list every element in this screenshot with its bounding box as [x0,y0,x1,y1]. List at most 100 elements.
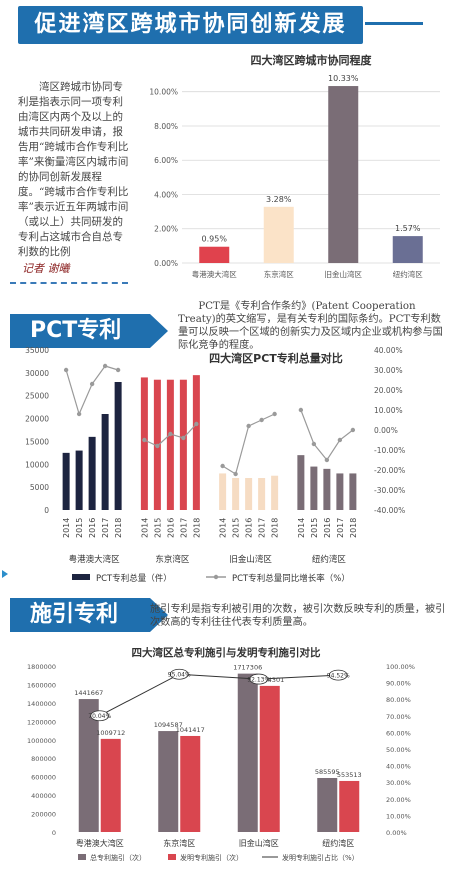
data-label: 0.95% [202,235,228,244]
section-title-pct: PCT专利 [10,314,150,348]
divider [10,282,128,286]
bar [232,478,240,510]
x-tick-label: 2016 [245,518,254,538]
bar [166,379,174,510]
y-tick-label-left: 600000 [31,774,56,782]
data-label: 94.52% [327,673,350,680]
banner-arrow [150,314,168,348]
line-point [63,367,69,373]
series-line [222,413,275,475]
bar [114,382,122,510]
y-tick-label: 4.00% [154,190,178,199]
x-tick-label: 东京湾区 [264,269,294,279]
x-tick-label: 2016 [88,518,97,538]
y-tick-label-right: 30.00% [386,779,411,787]
y-tick-label-right: -30.00% [374,486,405,495]
x-tick-label: 2014 [62,518,71,538]
y-tick-label-right: -20.00% [374,466,405,475]
page-title: 促进湾区跨城市协同创新发展 [18,6,423,44]
bar [297,455,305,510]
y-tick-label-right: 10.00% [374,406,403,415]
y-tick-label-left: 35000 [25,346,49,355]
bar [180,735,201,832]
y-tick-label-right: -10.00% [374,446,405,455]
y-tick-label-right: 70.00% [386,713,411,721]
bar [323,468,331,510]
y-tick-label-right: -40.00% [374,506,405,515]
data-label: 3.28% [266,195,292,204]
citation-paragraph: 施引专利是指专利被引用的次数，被引次数反映专利的质量，被引次数高的专利往往代表专… [150,604,446,628]
group-label: 旧金山湾区 [229,554,272,565]
y-tick-label-left: 0 [52,829,56,837]
bar [140,377,148,510]
line-point [169,668,189,680]
y-tick-label-left: 200000 [31,811,56,819]
y-tick-label-left: 800000 [31,755,56,763]
bar [237,673,258,832]
banner-arrow [150,598,168,632]
y-tick-label-right: 40.00% [374,346,403,355]
line-point [337,437,343,443]
y-tick-label-left: 20000 [25,415,49,424]
bar [100,738,121,832]
chart-title: 四大湾区总专利施引与发明专利施引对比 [132,646,321,659]
data-label: 553513 [337,771,362,779]
chart-title: 四大湾区跨城市协同程度 [251,53,373,67]
y-tick-label-left: 25000 [25,392,49,401]
data-label: 1441667 [74,689,103,697]
line-point [298,407,304,413]
x-tick-label: 纽约湾区 [322,838,354,848]
bar [317,777,338,832]
x-tick-label: 粤港澳大湾区 [192,269,237,279]
x-tick-label: 2016 [323,518,332,538]
y-tick-label-right: 10.00% [386,812,411,820]
bar [263,206,294,263]
intro-paragraph: 湾区跨城市协同专利是指表示同一项专利由湾区内两个及以上的城市共同研发申请，报告用… [18,81,129,258]
bar [219,473,227,510]
x-tick-label: 2016 [166,518,175,538]
line-point [181,435,186,441]
legend-label: 总专利施引（次） [90,853,146,862]
bar [192,375,200,510]
x-tick-label: 2017 [258,518,267,538]
bar [179,379,187,510]
bar [349,473,357,510]
y-tick-label-right: 80.00% [386,696,411,704]
y-tick-label: 0.00% [154,259,178,268]
x-tick-label: 2015 [153,518,162,538]
chart-citation-compare: 四大湾区总专利施引与发明专利施引对比 0 200000 400000 600000 800… [27,646,415,862]
y-tick-label-left: 1200000 [27,718,56,726]
line-point [155,443,160,449]
x-tick-label: 2018 [192,518,201,538]
y-tick-label-right: 50.00% [386,746,411,754]
bar [75,450,83,510]
bar [199,246,230,263]
y-tick-label: 6.00% [154,156,178,165]
y-tick-label-right: 60.00% [386,729,411,737]
data-label: 585595 [315,768,340,776]
y-tick-label-left: 15000 [25,437,49,446]
signature: 记者 谢曦 [22,262,70,275]
data-label: 10.33% [328,74,359,83]
pct-paragraph: PCT是《专利合作条约》(Patent Cooperation Treaty)的… [178,301,443,351]
bar [78,699,99,832]
data-label: 1094587 [154,721,183,729]
y-tick-label-left: 1600000 [27,681,56,689]
line-point [168,431,173,437]
y-tick-label-right: 20.00% [374,386,403,395]
data-label: 1041417 [176,726,205,734]
chart-pct-total: 四大湾区PCT专利总量对比 0 5000 10000 15000 20000 25000 30… [25,346,405,584]
line-point [249,673,269,685]
chart-cross-city-collaboration: 四大湾区跨城市协同程度 0.00% 2.00% 4.00% 6.00% 8.00% 10.0… [149,53,440,279]
data-label: 1717306 [233,664,262,672]
legend-swatch-bar [168,854,176,860]
line-point [311,441,317,447]
x-tick-label: 2018 [271,518,280,538]
x-tick-label: 2015 [310,518,319,538]
x-tick-label: 2015 [75,518,84,538]
x-tick-label: 旧金山湾区 [325,269,363,279]
line-point [324,457,330,463]
line-point [102,363,108,369]
bar [271,475,279,510]
x-tick-label: 2017 [336,518,345,538]
